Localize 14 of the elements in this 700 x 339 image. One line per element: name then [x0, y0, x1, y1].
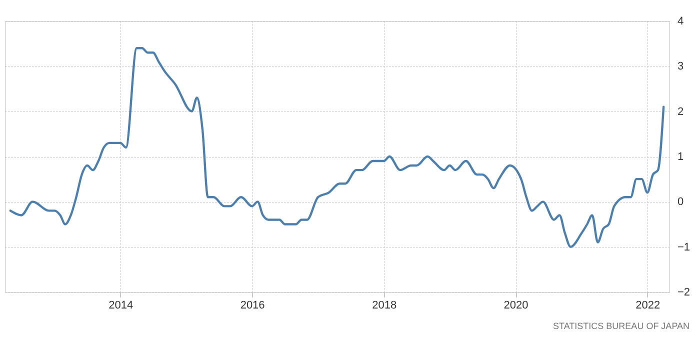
y-tick-label: 1	[678, 151, 684, 163]
x-tick-label: 2016	[240, 300, 265, 312]
y-tick-label: −1	[678, 241, 690, 254]
text: STATISTICS BUREAU OF JAPAN	[553, 321, 690, 331]
x-tick-label: 2014	[108, 300, 134, 312]
line-series	[9, 47, 665, 248]
y-tick-label: 0	[678, 196, 684, 208]
x-tick-label: 2020	[504, 300, 528, 312]
y-tick-label: −2	[678, 286, 690, 298]
x-tick-label: 2018	[372, 300, 397, 312]
x-tick-label: 2022	[636, 300, 660, 312]
y-tick-label: 3	[678, 60, 684, 73]
y-tick-label: 2	[678, 106, 684, 118]
y-tick-label: 4	[678, 16, 684, 28]
